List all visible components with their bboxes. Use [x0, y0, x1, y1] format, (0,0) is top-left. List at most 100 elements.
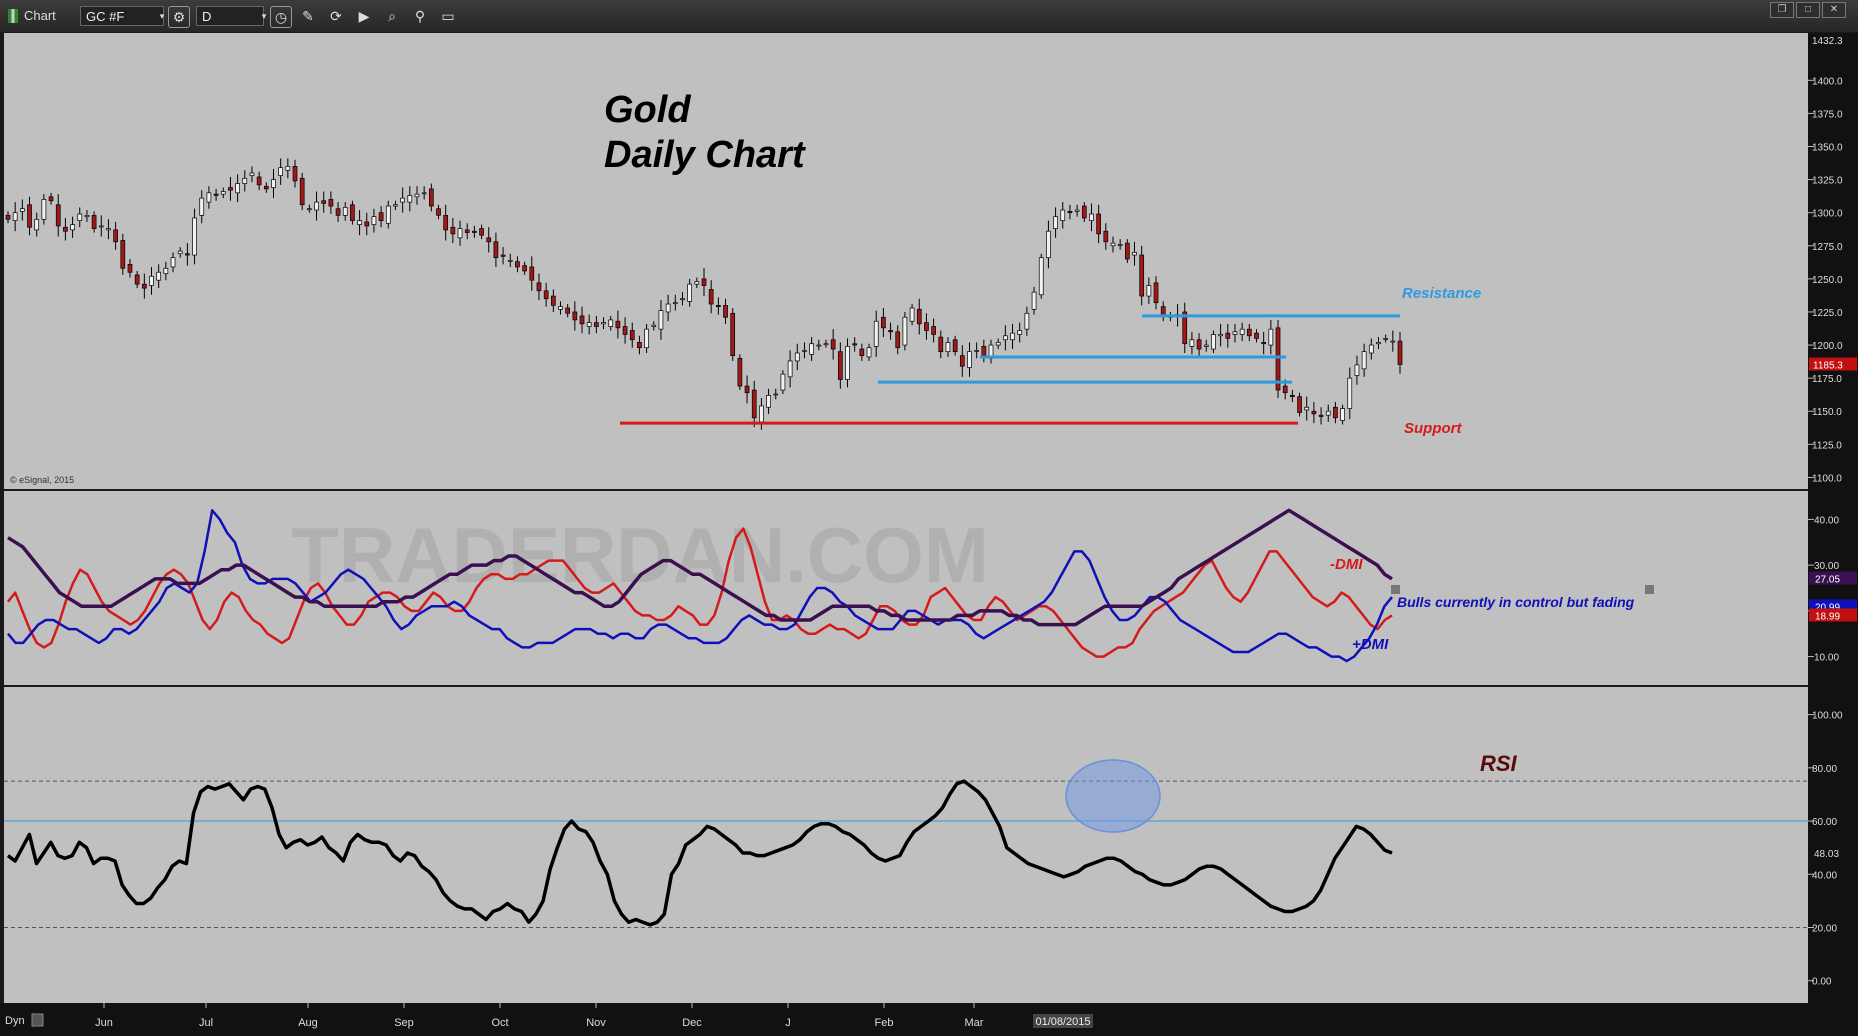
- candle-up: [77, 213, 83, 221]
- candle-up: [235, 183, 240, 194]
- candle-up: [507, 259, 513, 262]
- candle-down: [550, 295, 556, 306]
- rsi-tick-label: 0.00: [1812, 977, 1832, 988]
- candle-up: [371, 216, 377, 225]
- candle-down: [378, 212, 384, 221]
- rsi-line: [6, 779, 1393, 927]
- candle-up: [163, 267, 169, 274]
- candle-down: [916, 308, 922, 325]
- close-icon[interactable]: ✕: [1822, 2, 1846, 18]
- candle-down: [924, 322, 929, 331]
- candle-up: [658, 310, 664, 330]
- candle-down: [515, 261, 520, 268]
- candle-up: [1189, 339, 1195, 347]
- watermark: TRADERDAN.COM: [291, 511, 989, 599]
- candle-up: [177, 250, 183, 255]
- candle-down: [1124, 242, 1130, 260]
- price-top-value: 1432.3: [1812, 36, 1843, 47]
- candle-up: [407, 195, 413, 203]
- candle-down: [830, 339, 836, 350]
- candle-up: [1060, 209, 1066, 221]
- chart-canvas[interactable]: TRADERDAN.COM 1400.0 1375.0 1350.0 1325.0 13…: [0, 32, 1858, 1036]
- interval-select[interactable]: D: [196, 6, 264, 26]
- candle-down: [938, 336, 944, 353]
- rsi-tick-label: 100.00: [1812, 711, 1843, 722]
- rsi-tick-label: 20.00: [1812, 923, 1837, 934]
- dmi-last-value: 18.99: [1815, 611, 1840, 622]
- candle-up: [41, 199, 47, 220]
- dmi-tick-label: 30.00: [1814, 561, 1839, 572]
- candle-down: [888, 330, 893, 333]
- candle-up: [1053, 216, 1058, 229]
- candle-down: [859, 348, 865, 356]
- price-tick-label: 1100.0: [1812, 473, 1842, 484]
- minus-dmi-label: -DMI: [1330, 556, 1363, 573]
- candle-up: [457, 228, 463, 239]
- candle-down: [981, 346, 987, 356]
- price-tick-label: 1150.0: [1812, 407, 1842, 418]
- overbought-highlight: [1065, 759, 1161, 833]
- chart-settings-icon[interactable]: [31, 1013, 44, 1027]
- candle-up: [1232, 331, 1238, 335]
- candle-down: [55, 204, 61, 227]
- chat-icon[interactable]: ▭: [441, 8, 455, 24]
- rsi-last-value: 48.03: [1814, 849, 1839, 860]
- chevron-down-icon[interactable]: ▾: [261, 11, 267, 21]
- candle-down: [536, 282, 542, 292]
- candle-up: [794, 352, 800, 362]
- candle-up: [156, 271, 162, 281]
- candle-up: [909, 307, 915, 322]
- candle-down: [730, 312, 736, 356]
- candle-up: [1368, 344, 1374, 354]
- play-icon[interactable]: ▶: [358, 8, 370, 24]
- candle-up: [759, 405, 764, 423]
- candle-down: [959, 355, 965, 367]
- maximize-icon[interactable]: □: [1796, 2, 1820, 18]
- candle-down: [228, 187, 233, 191]
- candle-up: [1146, 285, 1152, 297]
- candle-down: [1246, 328, 1252, 337]
- pencil-icon[interactable]: ✎: [302, 8, 314, 24]
- annotation-handle-left[interactable]: [1391, 585, 1400, 594]
- price-tick-label: 1250.0: [1812, 275, 1843, 286]
- candle-down: [701, 278, 707, 286]
- rsi-tick-label: 60.00: [1812, 817, 1837, 828]
- gear-icon[interactable]: ⚙: [168, 6, 190, 28]
- annotation-handle-right[interactable]: [1645, 585, 1654, 594]
- candle-up: [192, 217, 197, 256]
- candle-up: [687, 283, 692, 302]
- candle-down: [1153, 282, 1159, 304]
- chevron-down-icon[interactable]: ▾: [159, 11, 165, 21]
- chart-title-line1: Gold: [604, 89, 691, 131]
- candle-down: [572, 311, 578, 321]
- plus-dmi-line: [7, 509, 1393, 663]
- candle-up: [967, 351, 972, 368]
- candle-down: [1081, 205, 1087, 219]
- candle-down: [522, 265, 527, 272]
- candle-down: [428, 188, 434, 207]
- candle-up: [357, 220, 362, 225]
- price-tick-label: 1125.0: [1812, 440, 1842, 451]
- last-price-badge: [1809, 357, 1857, 371]
- candle-up: [149, 275, 154, 286]
- candle-up: [601, 322, 606, 325]
- candle-up: [393, 204, 398, 207]
- link-icon[interactable]: ⚲: [414, 8, 426, 24]
- candle-down: [328, 199, 334, 207]
- candle-up: [1390, 340, 1396, 343]
- refresh-icon[interactable]: ⟳: [330, 8, 342, 24]
- x-tick-label: Sep: [394, 1017, 414, 1029]
- x-tick-label: Jul: [199, 1017, 213, 1029]
- candle-up: [1376, 342, 1381, 345]
- candle-down: [1182, 311, 1188, 345]
- candle-down: [472, 230, 477, 233]
- copyright-label: © eSignal, 2015: [10, 475, 74, 485]
- dmi-last-badge: [1809, 571, 1857, 585]
- candle-down: [350, 204, 355, 221]
- candle-up: [1132, 252, 1137, 256]
- clock-icon[interactable]: ◷: [270, 6, 292, 28]
- candle-down: [622, 326, 628, 335]
- restore-icon[interactable]: ❐: [1770, 2, 1794, 18]
- search-icon[interactable]: ⌕: [388, 8, 396, 24]
- symbol-input[interactable]: GC #F: [80, 6, 164, 26]
